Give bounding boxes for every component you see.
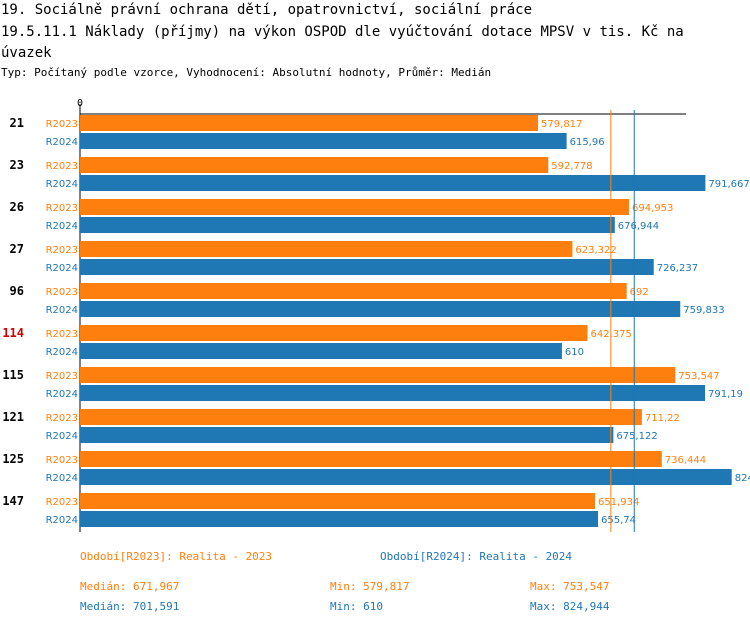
- series-label: R2023: [46, 203, 78, 214]
- series-label: R2024: [46, 431, 78, 442]
- category-label: 26: [10, 200, 24, 214]
- series-label: R2024: [46, 221, 78, 232]
- stat-r2023-min: Min: 579,817: [330, 580, 410, 593]
- axis-zero-label: 0: [77, 98, 83, 109]
- category-label: 121: [2, 410, 24, 424]
- series-label: R2023: [46, 287, 78, 298]
- bar-value-label: 655,74: [601, 515, 636, 526]
- stat-r2024-median: Medián: 701,591: [80, 600, 180, 613]
- series-label: R2024: [46, 305, 78, 316]
- bar-value-label: 692: [630, 287, 649, 298]
- chart-title-line2: 19.5.11.1 Náklady (příjmy) na výkon OSPO…: [1, 24, 684, 40]
- series-label: R2024: [46, 179, 78, 190]
- bar-value-label: 791,667: [708, 179, 749, 190]
- series-label: R2024: [46, 515, 78, 526]
- bar-value-label: 676,944: [618, 221, 659, 232]
- category-label: 96: [10, 284, 24, 298]
- series-label: R2023: [46, 161, 78, 172]
- bar: [80, 115, 539, 131]
- bar: [80, 469, 732, 485]
- bar-value-label: 610: [565, 347, 584, 358]
- bar: [80, 325, 588, 341]
- bar-value-label: 651,934: [598, 497, 639, 508]
- stat-r2023-median: Medián: 671,967: [80, 580, 180, 593]
- bar-value-label: 711,22: [645, 413, 680, 424]
- series-label: R2023: [46, 119, 78, 130]
- bar-value-label: 675,122: [616, 431, 657, 442]
- series-label: R2023: [46, 497, 78, 508]
- series-label: R2024: [46, 137, 78, 148]
- bar: [80, 301, 681, 317]
- bar-value-label: 615,96: [570, 137, 605, 148]
- stat-r2024-max: Max: 824,944: [530, 600, 610, 613]
- chart-subtitle: Typ: Počítaný podle vzorce, Vyhodnocení:…: [1, 66, 492, 79]
- bar-value-label: 592,778: [551, 161, 592, 172]
- bar: [80, 511, 599, 527]
- bar: [80, 199, 630, 215]
- bar: [80, 367, 676, 383]
- series-label: R2023: [46, 329, 78, 340]
- bar-value-label: 694,953: [632, 203, 673, 214]
- category-label: 21: [10, 116, 24, 130]
- series-label: R2024: [46, 389, 78, 400]
- series-label: R2024: [46, 473, 78, 484]
- bar: [80, 217, 615, 233]
- bar-value-label: 791,19: [708, 389, 743, 400]
- series-label: R2024: [46, 347, 78, 358]
- bar-value-label: 753,547: [678, 371, 719, 382]
- category-label: 27: [10, 242, 24, 256]
- bar: [80, 133, 567, 149]
- series-label: R2024: [46, 263, 78, 274]
- category-label: 147: [2, 494, 24, 508]
- bar: [80, 385, 706, 401]
- series-label: R2023: [46, 371, 78, 382]
- bar-value-label: 824,944: [735, 473, 750, 484]
- bar: [80, 157, 549, 173]
- series-label: R2023: [46, 455, 78, 466]
- category-label: 115: [2, 368, 24, 382]
- chart-title-line3: úvazek: [1, 45, 52, 61]
- bar-value-label: 623,322: [575, 245, 616, 256]
- bar: [80, 427, 614, 443]
- stat-r2024-min: Min: 610: [330, 600, 383, 613]
- bar-value-label: 579,817: [541, 119, 582, 130]
- category-label: 23: [10, 158, 24, 172]
- bar-value-label: 759,833: [683, 305, 724, 316]
- bar: [80, 283, 627, 299]
- bar-value-label: 736,444: [665, 455, 706, 466]
- category-label: 125: [2, 452, 24, 466]
- bar: [80, 343, 562, 359]
- category-label: 114: [2, 326, 24, 340]
- chart-title-line1: 19. Sociálně právní ochrana dětí, opatro…: [1, 2, 533, 18]
- series-label: R2023: [46, 245, 78, 256]
- stat-r2023-max: Max: 753,547: [530, 580, 610, 593]
- bar: [80, 241, 573, 257]
- series-label: R2023: [46, 413, 78, 424]
- bar: [80, 259, 654, 275]
- bar: [80, 175, 706, 191]
- bar: [80, 493, 596, 509]
- legend-r2024: Období[R2024]: Realita - 2024: [380, 550, 573, 563]
- legend-r2023: Období[R2023]: Realita - 2023: [80, 550, 273, 563]
- bar: [80, 409, 642, 425]
- bar: [80, 451, 662, 467]
- bar-value-label: 726,237: [657, 263, 698, 274]
